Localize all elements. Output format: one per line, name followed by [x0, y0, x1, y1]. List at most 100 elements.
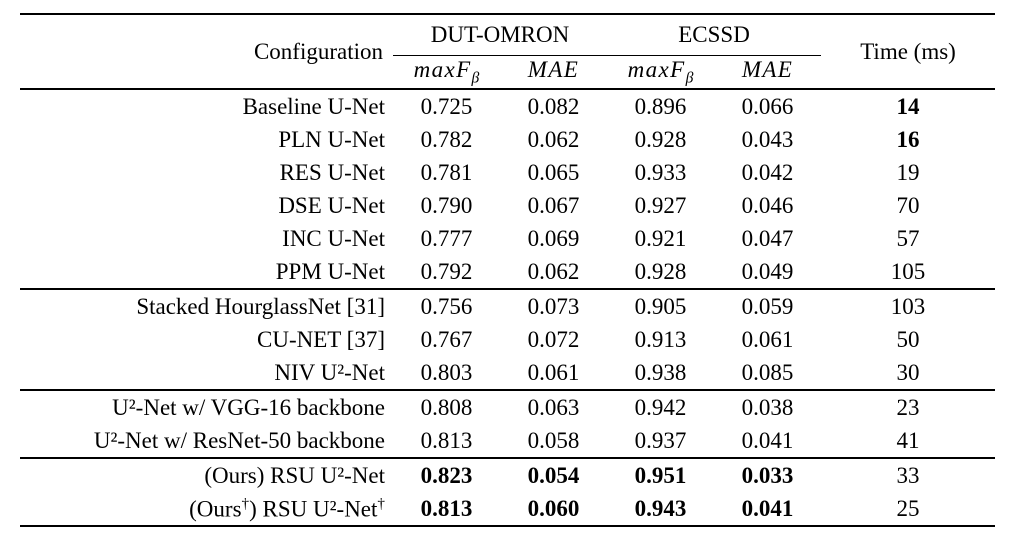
metric-cell: 0.756 [393, 288, 500, 323]
metric-cell: 0.043 [741, 126, 794, 152]
column-header-configuration: Configuration [253, 38, 383, 64]
metric-cell: 0.046 [741, 192, 794, 218]
config-cell: CU-NET [37] [257, 326, 385, 352]
metric-cell: 0.033 [714, 457, 822, 492]
metric-cell: 0.072 [527, 326, 580, 352]
table-row: NIV U²-Net 0.803 0.061 0.938 0.085 30 [20, 356, 995, 390]
metric-cell: 0.049 [741, 258, 794, 284]
metric-cell: 0.041 [741, 495, 794, 521]
metric-cell: 0.085 [741, 359, 794, 385]
config-cell: PPM U-Net [275, 258, 385, 284]
table-row: INC U-Net 0.777 0.069 0.921 0.047 57 [20, 222, 995, 255]
header-group-row: Configuration DUT-OMRON ECSSD Time (ms) [20, 14, 995, 64]
mae-symbol: MAE [527, 56, 580, 82]
metric-cell: 0.803 [420, 359, 473, 385]
time-cell: 23 [821, 389, 996, 424]
metric-cell: 0.054 [500, 457, 608, 492]
table-row: RES U-Net 0.781 0.065 0.933 0.042 19 [20, 156, 995, 189]
metric-cell: 0.928 [634, 258, 687, 284]
table-body: Baseline U-Net 0.725 0.082 0.896 0.066 14 PLN … [20, 88, 996, 526]
metric-cell: 0.066 [714, 88, 822, 123]
metric-cell: 0.951 [607, 457, 715, 492]
metric-cell: 0.063 [500, 389, 608, 424]
config-cell: (Ours) RSU U²-Net [20, 457, 393, 492]
metric-cell: 0.943 [634, 495, 687, 521]
group-header-dut-omron: DUT-OMRON [393, 14, 608, 56]
metric-cell: 0.062 [527, 258, 580, 284]
config-cell: INC U-Net [282, 225, 385, 251]
table-row: Baseline U-Net 0.725 0.082 0.896 0.066 14 [20, 88, 996, 123]
metric-cell: 0.813 [420, 427, 473, 453]
time-cell: 25 [896, 495, 920, 521]
metric-cell: 0.059 [714, 288, 822, 323]
beta-subscript: β [471, 69, 480, 87]
group-header-ecssd: ECSSD [607, 14, 822, 56]
header-sub-row: maxFβ MAE maxFβ MAE [20, 56, 995, 90]
metric-cell: 0.062 [527, 126, 580, 152]
ablation-results-table: Configuration DUT-OMRON ECSSD Time (ms) … [20, 13, 996, 527]
metric-cell: 0.913 [634, 326, 687, 352]
metric-cell: 0.777 [420, 225, 473, 251]
beta-subscript: β [685, 69, 694, 87]
metric-cell: 0.067 [527, 192, 580, 218]
config-cell: NIV U²-Net [274, 359, 385, 385]
metric-cell: 0.069 [527, 225, 580, 251]
config-cell: U²-Net w/ VGG-16 backbone [20, 389, 393, 424]
config-cell: (Ours†) RSU U²-Net† [189, 494, 385, 522]
column-header-time: Time (ms) [860, 38, 956, 64]
metric-cell: 0.782 [420, 126, 473, 152]
metric-cell: 0.725 [393, 88, 500, 123]
col-header-mae-ecssd: MAE [714, 56, 821, 90]
maxf-symbol: maxF [627, 56, 686, 82]
time-cell: 41 [896, 427, 920, 453]
table-row: PPM U-Net 0.792 0.062 0.928 0.049 105 [20, 255, 995, 289]
config-cell: U²-Net w/ ResNet-50 backbone [93, 427, 385, 453]
table-row: (Ours) RSU U²-Net 0.823 0.054 0.951 0.033 33 [20, 457, 996, 492]
config-cell: PLN U-Net [278, 126, 385, 152]
metric-cell: 0.061 [741, 326, 794, 352]
metric-cell: 0.082 [500, 88, 608, 123]
metric-cell: 0.042 [741, 159, 794, 185]
time-cell: 50 [896, 326, 920, 352]
time-cell: 16 [896, 126, 920, 152]
metric-cell: 0.938 [634, 359, 687, 385]
metric-cell: 0.792 [420, 258, 473, 284]
table-row: U²-Net w/ VGG-16 backbone 0.808 0.063 0.942… [20, 389, 996, 424]
col-header-mae-dut: MAE [500, 56, 607, 90]
time-cell: 33 [821, 457, 996, 492]
metric-cell: 0.927 [634, 192, 687, 218]
metric-cell: 0.933 [634, 159, 687, 185]
metric-cell: 0.058 [527, 427, 580, 453]
table-row: U²-Net w/ ResNet-50 backbone 0.813 0.058 0.… [20, 424, 995, 458]
table-header: Configuration DUT-OMRON ECSSD Time (ms) … [20, 14, 996, 90]
metric-cell: 0.767 [420, 326, 473, 352]
mae-symbol: MAE [741, 56, 794, 82]
time-cell: 14 [821, 88, 996, 123]
metric-cell: 0.905 [607, 288, 715, 323]
col-header-maxf-ecssd: maxFβ [607, 56, 714, 90]
metric-cell: 0.813 [420, 495, 473, 521]
metric-cell: 0.896 [607, 88, 715, 123]
metric-cell: 0.808 [393, 389, 500, 424]
metric-cell: 0.781 [420, 159, 473, 185]
table-row: CU-NET [37] 0.767 0.072 0.913 0.061 50 [20, 323, 995, 356]
metric-cell: 0.928 [634, 126, 687, 152]
metric-cell: 0.942 [607, 389, 715, 424]
metric-cell: 0.041 [741, 427, 794, 453]
config-cell: Baseline U-Net [20, 88, 393, 123]
time-cell: 105 [890, 258, 926, 284]
col-header-maxf-dut: maxFβ [393, 56, 500, 90]
metric-cell: 0.790 [420, 192, 473, 218]
time-cell: 70 [896, 192, 920, 218]
metric-cell: 0.047 [741, 225, 794, 251]
table-row: Stacked HourglassNet [31] 0.756 0.073 0.905… [20, 288, 996, 323]
time-cell: 103 [821, 288, 996, 323]
config-cell: DSE U-Net [278, 192, 385, 218]
time-cell: 30 [896, 359, 920, 385]
config-cell: RES U-Net [279, 159, 385, 185]
metric-cell: 0.038 [714, 389, 822, 424]
metric-cell: 0.823 [393, 457, 500, 492]
config-cell: Stacked HourglassNet [31] [20, 288, 393, 323]
table-row: PLN U-Net 0.782 0.062 0.928 0.043 16 [20, 123, 995, 156]
